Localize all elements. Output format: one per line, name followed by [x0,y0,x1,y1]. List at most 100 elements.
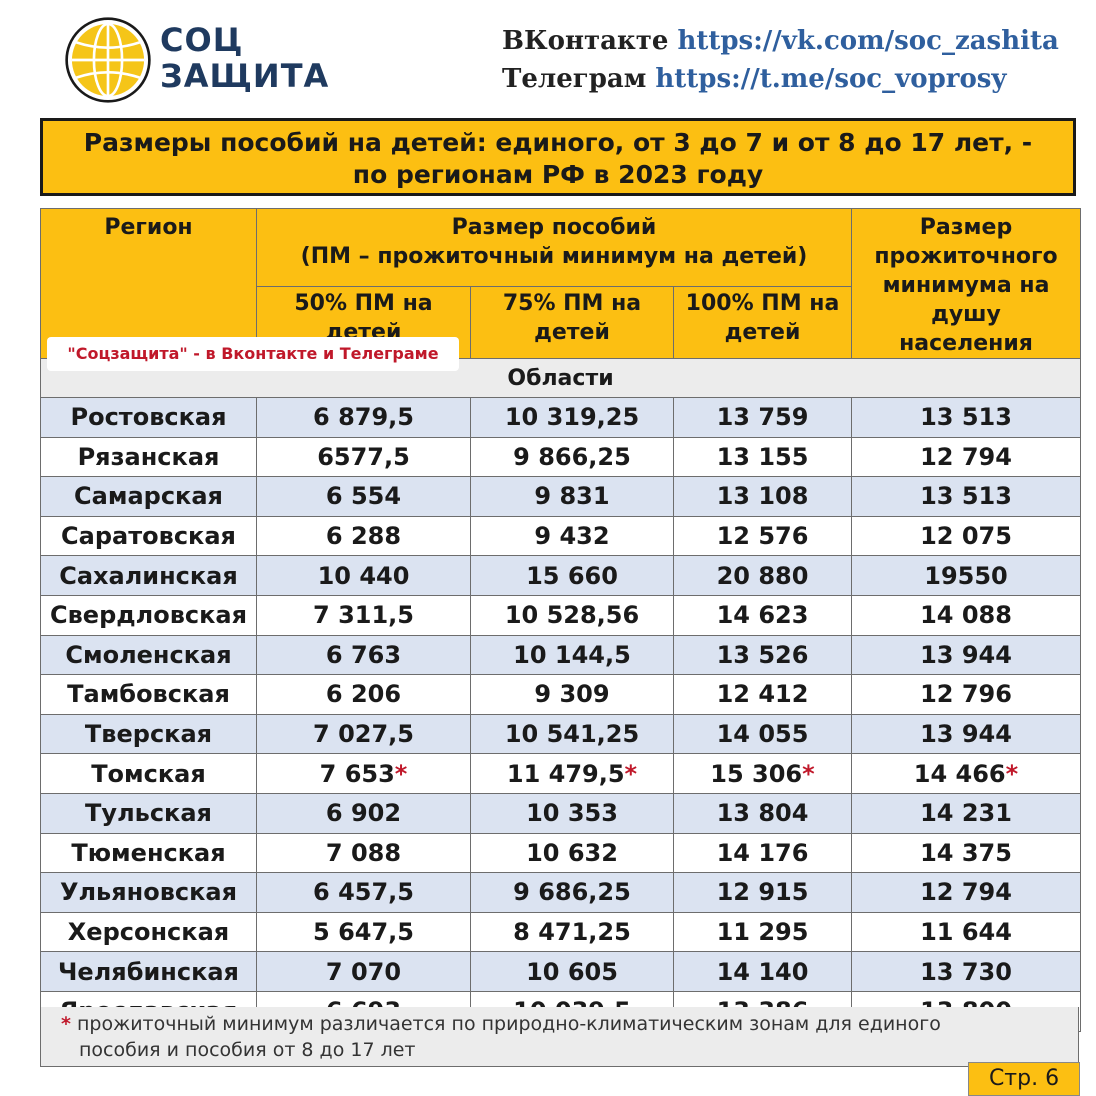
cell-p50: 7 653* [256,753,471,794]
cell-p100: 12 412 [673,674,852,715]
cell-sub: 14 466* [851,753,1081,794]
table-row: Херсонская 5 647,5 8 471,25 11 295 11 644 [40,911,1081,953]
cell-region: Тульская [40,792,257,834]
cell-p75: 10 528,56 [470,594,674,636]
cell-p50: 7 088 [256,832,471,874]
cell-p100: 13 155 [673,436,852,478]
social-links: ВКонтакте https://vk.com/soc_zashita Тел… [502,22,1059,98]
cell-sub: 13 944 [851,634,1081,676]
cell-p100: 14 176 [673,832,852,874]
cell-p100: 14 055 [673,713,852,755]
cell-p100: 14 623 [673,594,852,636]
cell-region: Свердловская [40,594,257,636]
cell-p75: 10 319,25 [470,397,674,438]
cell-region: Тверская [40,713,257,755]
cell-p50: 7 311,5 [256,594,471,636]
cell-region: Рязанская [40,436,257,478]
cell-p75: 10 144,5 [470,634,674,676]
cell-region: Ростовская [40,397,257,438]
cell-p75: 9 686,25 [470,872,674,913]
cell-sub: 12 075 [851,515,1081,557]
table-row: Смоленская 6 763 10 144,5 13 526 13 944 [40,634,1081,676]
cell-p50: 6577,5 [256,436,471,478]
cell-p75: 11 479,5* [470,753,674,794]
benefits-table: Регион Размер пособий (ПМ – прожиточный … [40,208,1081,1032]
cell-sub: 14 231 [851,792,1081,834]
cell-p50: 6 902 [256,792,471,834]
header-100: 100% ПМ на детей [673,285,852,360]
cell-p75: 10 353 [470,792,674,834]
table-row: Тверская 7 027,5 10 541,25 14 055 13 944 [40,713,1081,755]
cell-region: Самарская [40,476,257,517]
cell-p100: 12 576 [673,515,852,557]
cell-p75: 10 605 [470,951,674,992]
cell-p75: 8 471,25 [470,911,674,953]
table-row: Самарская 6 554 9 831 13 108 13 513 [40,476,1081,517]
table-row: Свердловская 7 311,5 10 528,56 14 623 14 088 [40,594,1081,636]
cell-p50: 10 440 [256,555,471,596]
cell-region: Тамбовская [40,674,257,715]
cell-p75: 10 632 [470,832,674,874]
cell-sub: 12 794 [851,436,1081,478]
cell-p75: 9 432 [470,515,674,557]
page-title: Размеры пособий на детей: единого, от 3 … [40,118,1076,196]
cell-region: Смоленская [40,634,257,676]
table-row: Рязанская 6577,5 9 866,25 13 155 12 794 [40,436,1081,478]
tg-link[interactable]: https://t.me/soc_voprosy [655,64,1007,94]
cell-p50: 6 457,5 [256,872,471,913]
header-region: Регион [40,208,257,359]
table-row: Челябинская 7 070 10 605 14 140 13 730 [40,951,1081,992]
table-row: Сахалинская 10 440 15 660 20 880 19550 [40,555,1081,596]
cell-sub: 13 944 [851,713,1081,755]
table-row: Саратовская 6 288 9 432 12 576 12 075 [40,515,1081,557]
cell-p50: 6 206 [256,674,471,715]
table-row: Тамбовская 6 206 9 309 12 412 12 796 [40,674,1081,715]
asterisk-mark: * [394,759,408,788]
footnote: * прожиточный минимум различается по при… [40,1007,1079,1067]
cell-sub: 13 513 [851,397,1081,438]
header-benefit-line-1: Размер пособий [451,215,657,240]
cell-sub: 11 644 [851,911,1081,953]
page-number: Стр. 6 [968,1062,1080,1096]
header-benefit-line-2: (ПМ – прожиточный минимум на детей) [300,244,808,269]
footnote-line-1: прожиточный минимум различается по приро… [76,1013,941,1035]
header-75: 75% ПМ на детей [470,285,674,360]
cell-p75: 9 309 [470,674,674,715]
footnote-mark: * [61,1013,71,1035]
brand-line-1: СОЦ [160,21,244,59]
cell-p100: 13 804 [673,792,852,834]
cell-p100: 13 526 [673,634,852,676]
cell-p50: 6 288 [256,515,471,557]
title-line-1: Размеры пособий на детей: единого, от 3 … [83,128,1033,157]
cell-sub: 13 730 [851,951,1081,992]
globe-logo-icon [65,17,151,103]
cell-p100: 14 140 [673,951,852,992]
social-overlay-label: "Соцзащита" - в Вконтакте и Телеграме [47,337,459,371]
cell-p100: 13 759 [673,397,852,438]
cell-sub: 12 796 [851,674,1081,715]
cell-p75: 9 831 [470,476,674,517]
table-row: Ульяновская 6 457,5 9 686,25 12 915 12 794 [40,872,1081,913]
tg-line: Телеграм https://t.me/soc_voprosy [502,60,1059,98]
cell-p75: 15 660 [470,555,674,596]
asterisk-mark: * [624,759,638,788]
asterisk-mark: * [802,759,815,788]
brand-line-2: ЗАЩИТА [160,57,330,95]
footnote-line-2: пособия и пособия от 8 до 17 лет [79,1039,416,1061]
cell-sub: 12 794 [851,872,1081,913]
cell-p50: 7 027,5 [256,713,471,755]
asterisk-mark: * [1005,759,1019,788]
cell-p50: 6 554 [256,476,471,517]
cell-p100: 20 880 [673,555,852,596]
vk-link[interactable]: https://vk.com/soc_zashita [677,26,1059,56]
cell-sub: 19550 [851,555,1081,596]
cell-region: Сахалинская [40,555,257,596]
cell-p75: 9 866,25 [470,436,674,478]
table-row: Тульская 6 902 10 353 13 804 14 231 [40,792,1081,834]
tg-label: Телеграм [502,64,647,94]
cell-sub: 13 513 [851,476,1081,517]
brand-name: СОЦ ЗАЩИТА [160,22,329,94]
table-row: Тюменская 7 088 10 632 14 176 14 375 [40,832,1081,874]
vk-line: ВКонтакте https://vk.com/soc_zashita [502,22,1059,60]
cell-p50: 7 070 [256,951,471,992]
